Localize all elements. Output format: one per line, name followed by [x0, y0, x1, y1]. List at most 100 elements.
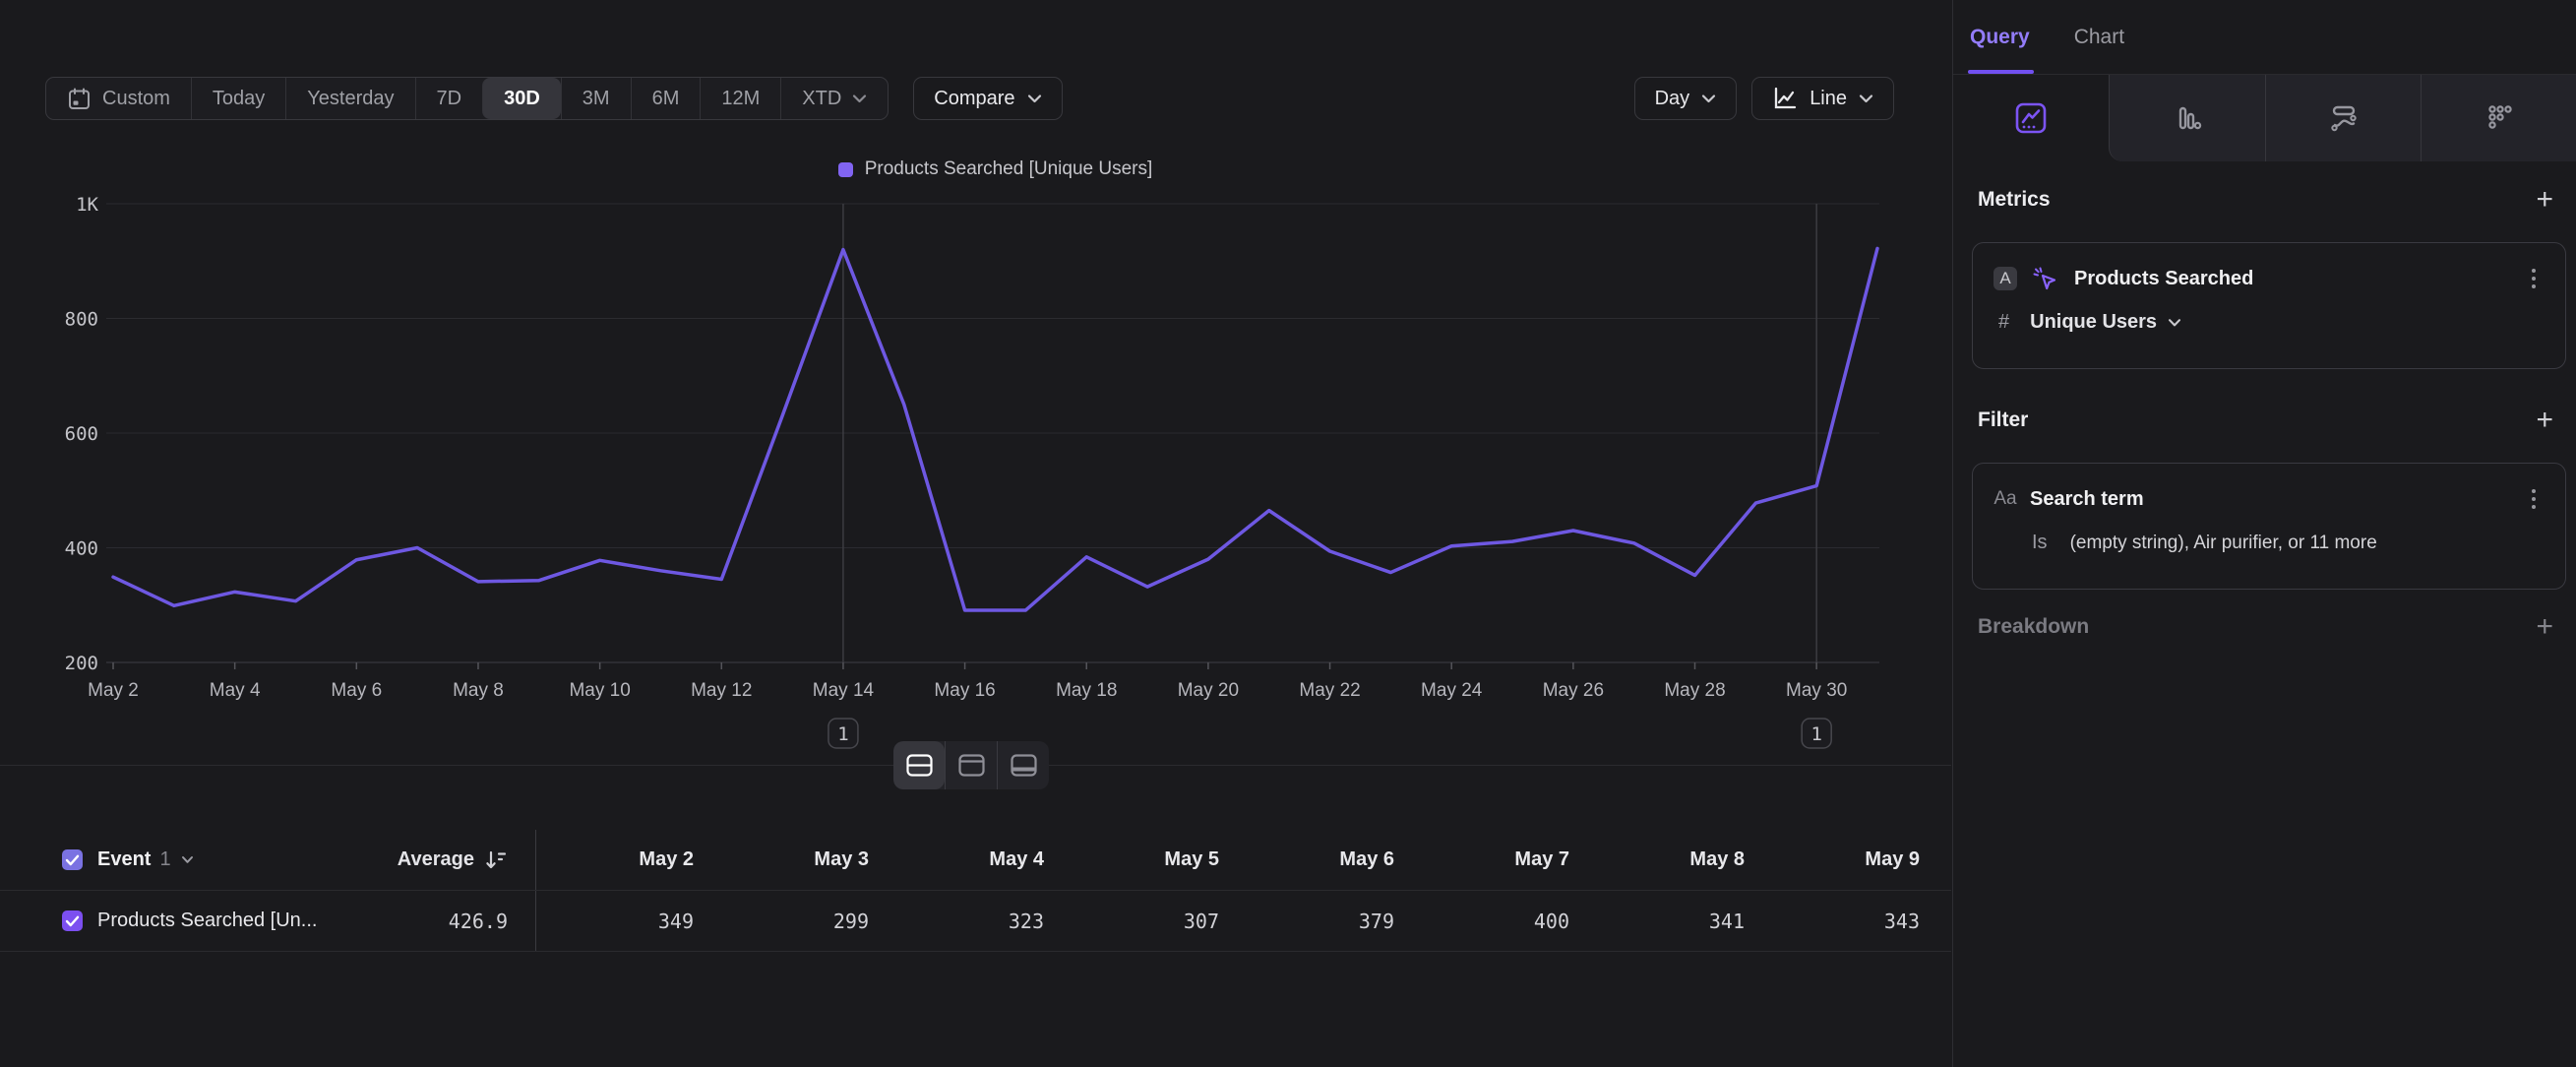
- breakdown-section-header: Breakdown +: [1953, 615, 2576, 639]
- value-cell: 323: [887, 910, 1062, 933]
- value-cell: 379: [1237, 910, 1412, 933]
- value-cell: 341: [1587, 910, 1762, 933]
- tab-query[interactable]: Query: [1970, 0, 2030, 74]
- value-cell: 349: [536, 910, 711, 933]
- x-tick-label: May 16: [934, 680, 995, 701]
- value-cell: 343: [1762, 910, 1937, 933]
- date-column-header[interactable]: May 6: [1237, 848, 1412, 871]
- breakdown-heading: Breakdown: [1978, 615, 2089, 639]
- aggregation-prefix: #: [1998, 311, 2009, 334]
- results-table: Event 1 Average May 2May 3May 4May 5May …: [0, 830, 1951, 952]
- line-chart: 1K800600400200May 2May 4May 6May 8May 10…: [0, 0, 1951, 778]
- report-type-retention-tab[interactable]: [2421, 75, 2576, 161]
- dots-grid-icon: [2483, 101, 2516, 135]
- x-tick-label: May 22: [1299, 680, 1360, 701]
- metrics-section-header: Metrics +: [1953, 188, 2576, 212]
- date-header-cells: May 2May 3May 4May 5May 6May 7May 8May 9: [536, 848, 1937, 871]
- table-data-row: Products Searched [Un... 426.9 349299323…: [0, 891, 1951, 952]
- date-column-header[interactable]: May 2: [536, 848, 711, 871]
- series-average: 426.9: [449, 910, 508, 933]
- add-filter-button[interactable]: +: [2536, 408, 2553, 432]
- tab-chart[interactable]: Chart: [2074, 0, 2124, 74]
- series-checkbox[interactable]: [62, 910, 83, 931]
- report-type-inactive-tabs: [2109, 75, 2576, 161]
- check-icon: [65, 854, 80, 866]
- series-cell: Products Searched [Un... 426.9: [0, 891, 536, 951]
- date-column-header[interactable]: May 8: [1587, 848, 1762, 871]
- query-sidebar: Query Chart: [1952, 0, 2576, 1067]
- y-tick-label: 800: [65, 309, 98, 331]
- date-column-header[interactable]: May 9: [1762, 848, 1937, 871]
- date-column-header[interactable]: May 5: [1062, 848, 1237, 871]
- x-tick-label: May 10: [569, 680, 630, 701]
- y-tick-label: 1K: [76, 194, 98, 216]
- series-name[interactable]: Products Searched [Un...: [97, 910, 317, 932]
- filter-operator[interactable]: Is: [2032, 532, 2048, 554]
- tab-query-label: Query: [1970, 26, 2030, 49]
- layout-split-view-button[interactable]: [893, 741, 945, 789]
- chart-only-view-icon: [958, 754, 985, 777]
- x-tick-label: May 2: [88, 680, 139, 701]
- x-tick-label: May 4: [210, 680, 261, 701]
- check-icon: [65, 915, 80, 927]
- metric-menu-button[interactable]: [2528, 265, 2540, 292]
- tab-chart-label: Chart: [2074, 26, 2124, 49]
- annotation-count: 1: [1810, 723, 1821, 745]
- series-line: [113, 248, 1877, 610]
- filter-value-summary[interactable]: (empty string), Air purifier, or 11 more: [2070, 533, 2377, 554]
- table-header-row: Event 1 Average May 2May 3May 4May 5May …: [0, 830, 1951, 891]
- annotation-badge[interactable]: 1: [1802, 719, 1831, 748]
- event-click-icon: [2031, 265, 2058, 292]
- layout-table-only-view-button[interactable]: [997, 741, 1049, 789]
- x-tick-label: May 8: [453, 680, 504, 701]
- insights-chart-icon: [2014, 101, 2048, 135]
- value-cell: 400: [1412, 910, 1587, 933]
- event-count: 1: [159, 848, 170, 871]
- report-type-insights-tab[interactable]: [1953, 75, 2109, 161]
- event-dropdown[interactable]: [181, 855, 194, 864]
- y-tick-label: 200: [65, 653, 98, 674]
- layout-chart-only-view-button[interactable]: [945, 741, 997, 789]
- metrics-heading: Metrics: [1978, 188, 2051, 212]
- chevron-down-icon: [181, 855, 194, 864]
- filter-menu-button[interactable]: [2528, 485, 2540, 513]
- aggregation-selector[interactable]: Unique Users: [2030, 311, 2157, 334]
- metric-letter-badge: A: [1993, 267, 2017, 290]
- annotation-badge[interactable]: 1: [828, 719, 858, 748]
- metric-card[interactable]: A Products Searched # Unique Users: [1972, 242, 2566, 369]
- x-tick-label: May 28: [1664, 680, 1725, 701]
- chevron-down-icon: [2168, 318, 2181, 328]
- metric-event-name[interactable]: Products Searched: [2074, 268, 2253, 290]
- report-type-funnels-tab[interactable]: [2110, 75, 2265, 161]
- x-tick-label: May 6: [331, 680, 382, 701]
- value-cells: 349299323307379400341343: [536, 910, 1937, 933]
- annotation-count: 1: [837, 723, 848, 745]
- sort-icon[interactable]: [484, 849, 508, 871]
- x-tick-label: May 18: [1056, 680, 1117, 701]
- add-breakdown-button[interactable]: +: [2536, 615, 2553, 639]
- value-cell: 299: [711, 910, 887, 933]
- date-column-header[interactable]: May 3: [711, 848, 887, 871]
- split-view-icon: [906, 754, 933, 777]
- date-column-header[interactable]: May 7: [1412, 848, 1587, 871]
- sidebar-tabs: Query Chart: [1953, 0, 2576, 75]
- filter-property-name[interactable]: Search term: [2030, 488, 2144, 511]
- bar-chart-icon: [2172, 102, 2203, 134]
- filter-card[interactable]: Aa Search term Is (empty string), Air pu…: [1972, 463, 2566, 590]
- x-tick-label: May 30: [1786, 680, 1847, 701]
- x-tick-label: May 14: [813, 680, 875, 701]
- date-column-header[interactable]: May 4: [887, 848, 1062, 871]
- x-tick-label: May 12: [691, 680, 752, 701]
- add-metric-button[interactable]: +: [2536, 188, 2553, 212]
- select-all-checkbox[interactable]: [62, 849, 83, 870]
- property-type-badge: Aa: [1993, 488, 2017, 510]
- x-tick-label: May 24: [1421, 680, 1483, 701]
- layout-toggle-group: [893, 741, 1049, 789]
- main-panel: CustomTodayYesterday7D30D3M6M12MXTD Comp…: [0, 0, 1951, 1067]
- report-type-tabs: [1953, 75, 2576, 161]
- y-tick-label: 600: [65, 423, 98, 445]
- filter-heading: Filter: [1978, 408, 2028, 432]
- report-type-flows-tab[interactable]: [2265, 75, 2422, 161]
- value-cell: 307: [1062, 910, 1237, 933]
- x-tick-label: May 26: [1543, 680, 1604, 701]
